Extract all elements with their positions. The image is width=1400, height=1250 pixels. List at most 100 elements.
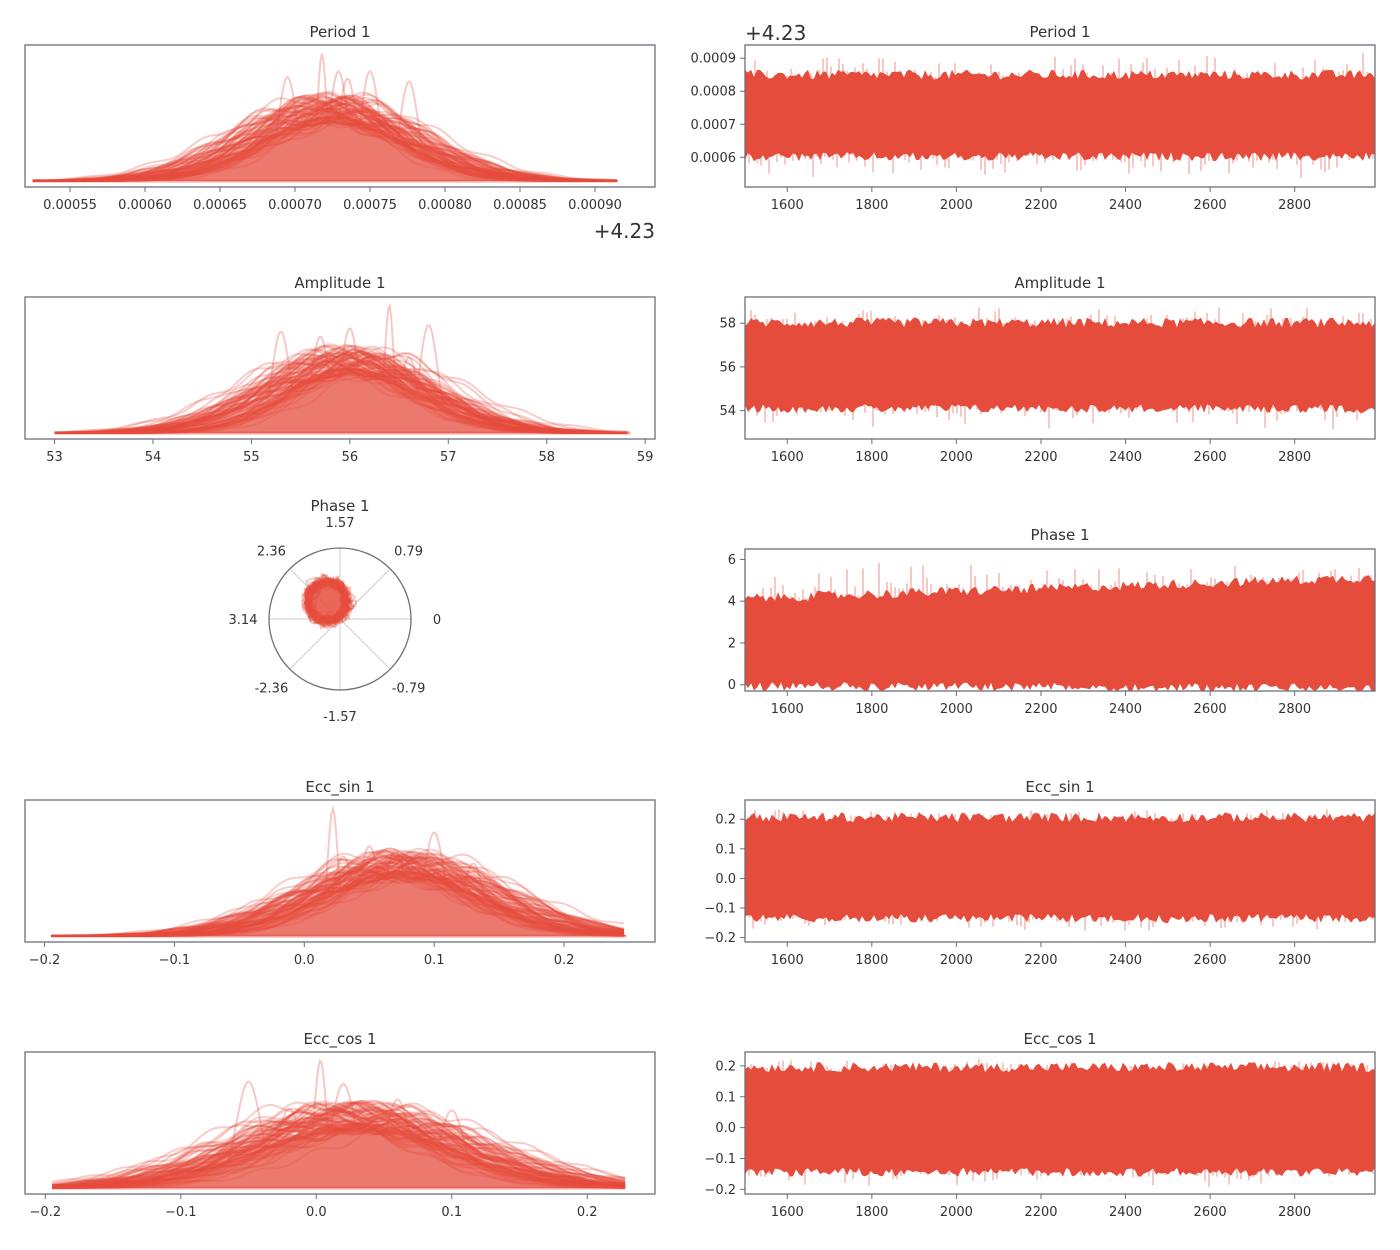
density-curve	[54, 343, 628, 434]
density-curves	[32, 53, 618, 183]
panel-title: Period 1	[309, 23, 370, 41]
x-tick-label: 2200	[1024, 198, 1057, 213]
x-tick-label: 0.00080	[418, 198, 472, 213]
density-curve	[54, 364, 628, 434]
density-curve	[54, 350, 628, 434]
y-tick-label: 0.0	[715, 872, 736, 887]
y-tick-label: −0.2	[704, 931, 736, 946]
density-curve	[32, 98, 618, 182]
y-offset-label: +4.23	[745, 21, 806, 45]
x-tick-label: 1800	[855, 198, 888, 213]
density-curve	[32, 105, 618, 182]
polar-density-curve	[304, 577, 350, 624]
plot-frame	[744, 44, 1376, 188]
panel-title: Ecc_sin 1	[1025, 778, 1094, 797]
density-curve	[32, 95, 618, 182]
polar-density-core	[309, 584, 346, 620]
density-curve	[54, 364, 628, 434]
density-curve	[51, 857, 625, 937]
polar-angle-label: -0.79	[392, 682, 426, 697]
density-curve	[54, 344, 628, 434]
density-curve	[54, 346, 628, 434]
y-tick-label: 4	[728, 595, 736, 610]
density-curve	[54, 351, 628, 434]
density-curve	[32, 95, 618, 182]
density-curve	[54, 363, 628, 434]
y-tick-label: 6	[728, 553, 736, 568]
density-curve	[54, 353, 628, 434]
density-curve	[54, 356, 628, 434]
x-tick-label: 1800	[855, 702, 888, 717]
x-tick-label: 1600	[771, 450, 804, 465]
trace-samples	[745, 809, 1375, 931]
density-curve	[51, 850, 625, 937]
density-peak	[305, 327, 395, 386]
x-tick-label: 2400	[1109, 198, 1142, 213]
density-curve	[51, 865, 624, 937]
density-peak	[236, 331, 326, 416]
polar-grid-line	[339, 568, 391, 620]
density-peak	[364, 356, 454, 412]
density-curve	[32, 110, 618, 182]
density-curve	[54, 348, 628, 435]
density-curve	[32, 105, 618, 182]
period-trace-panel: Period 1 +4.23 1600 1800 2000 2200 2400 2600 2…	[691, 21, 1376, 213]
density-core	[52, 1123, 626, 1188]
density-curve	[54, 351, 628, 434]
x-tick-label: 56	[342, 450, 359, 465]
density-curve	[32, 98, 618, 182]
x-tick-label: 0.0	[294, 953, 315, 968]
x-tick-label: 2200	[1024, 953, 1057, 968]
density-peak	[363, 80, 453, 166]
polar-density-curve	[304, 580, 350, 625]
density-curve	[32, 106, 618, 182]
density-curve	[54, 348, 628, 434]
x-tick-label: 2400	[1109, 1205, 1142, 1220]
density-curve	[32, 100, 618, 182]
density-peak	[289, 1059, 350, 1142]
trace-band	[745, 69, 1375, 162]
density-curve	[52, 1118, 626, 1188]
density-peak	[307, 805, 358, 906]
density-curve	[32, 98, 618, 183]
x-tick-label: 2600	[1194, 198, 1227, 213]
density-curve	[52, 1106, 626, 1188]
density-curve	[52, 1099, 626, 1189]
x-tick-label: 0.00055	[43, 198, 97, 213]
polar-density-curve	[300, 577, 348, 623]
density-curve	[52, 1108, 626, 1186]
density-curve	[52, 1105, 626, 1189]
density-curve	[54, 352, 628, 434]
x-tick-label: 2800	[1278, 198, 1311, 213]
x-tick-label: 0.00060	[118, 198, 172, 213]
y-tick-label: −0.2	[704, 1183, 736, 1198]
density-curve	[32, 96, 618, 182]
density-curve	[32, 94, 618, 182]
polar-angle-label: 2.36	[257, 544, 286, 559]
polar-density-curve	[303, 580, 351, 627]
density-curve	[52, 1101, 626, 1187]
density-curve	[54, 344, 628, 434]
density-curve	[32, 92, 618, 182]
x-tick-label: 1800	[855, 953, 888, 968]
density-curve	[51, 864, 625, 937]
density-curve	[51, 869, 624, 937]
x-tick-label: 0.00075	[343, 198, 397, 213]
density-curve	[54, 347, 628, 434]
x-tick-label: 58	[538, 450, 555, 465]
polar-angle-label: 0.79	[394, 544, 423, 559]
density-curve	[52, 1107, 626, 1187]
density-curve	[32, 107, 618, 182]
density-curve	[32, 94, 618, 182]
y-tick-label: 58	[719, 317, 736, 332]
density-curve	[54, 350, 628, 434]
panel-title: Ecc_cos 1	[1023, 1030, 1096, 1049]
density-curve	[54, 344, 628, 434]
density-curve	[52, 1102, 626, 1187]
density-peak	[366, 302, 412, 393]
polar-density-curve	[304, 580, 350, 625]
density-curve	[52, 1112, 626, 1188]
polar-density-curve	[305, 576, 353, 624]
y-tick-label: 0.2	[715, 813, 736, 828]
